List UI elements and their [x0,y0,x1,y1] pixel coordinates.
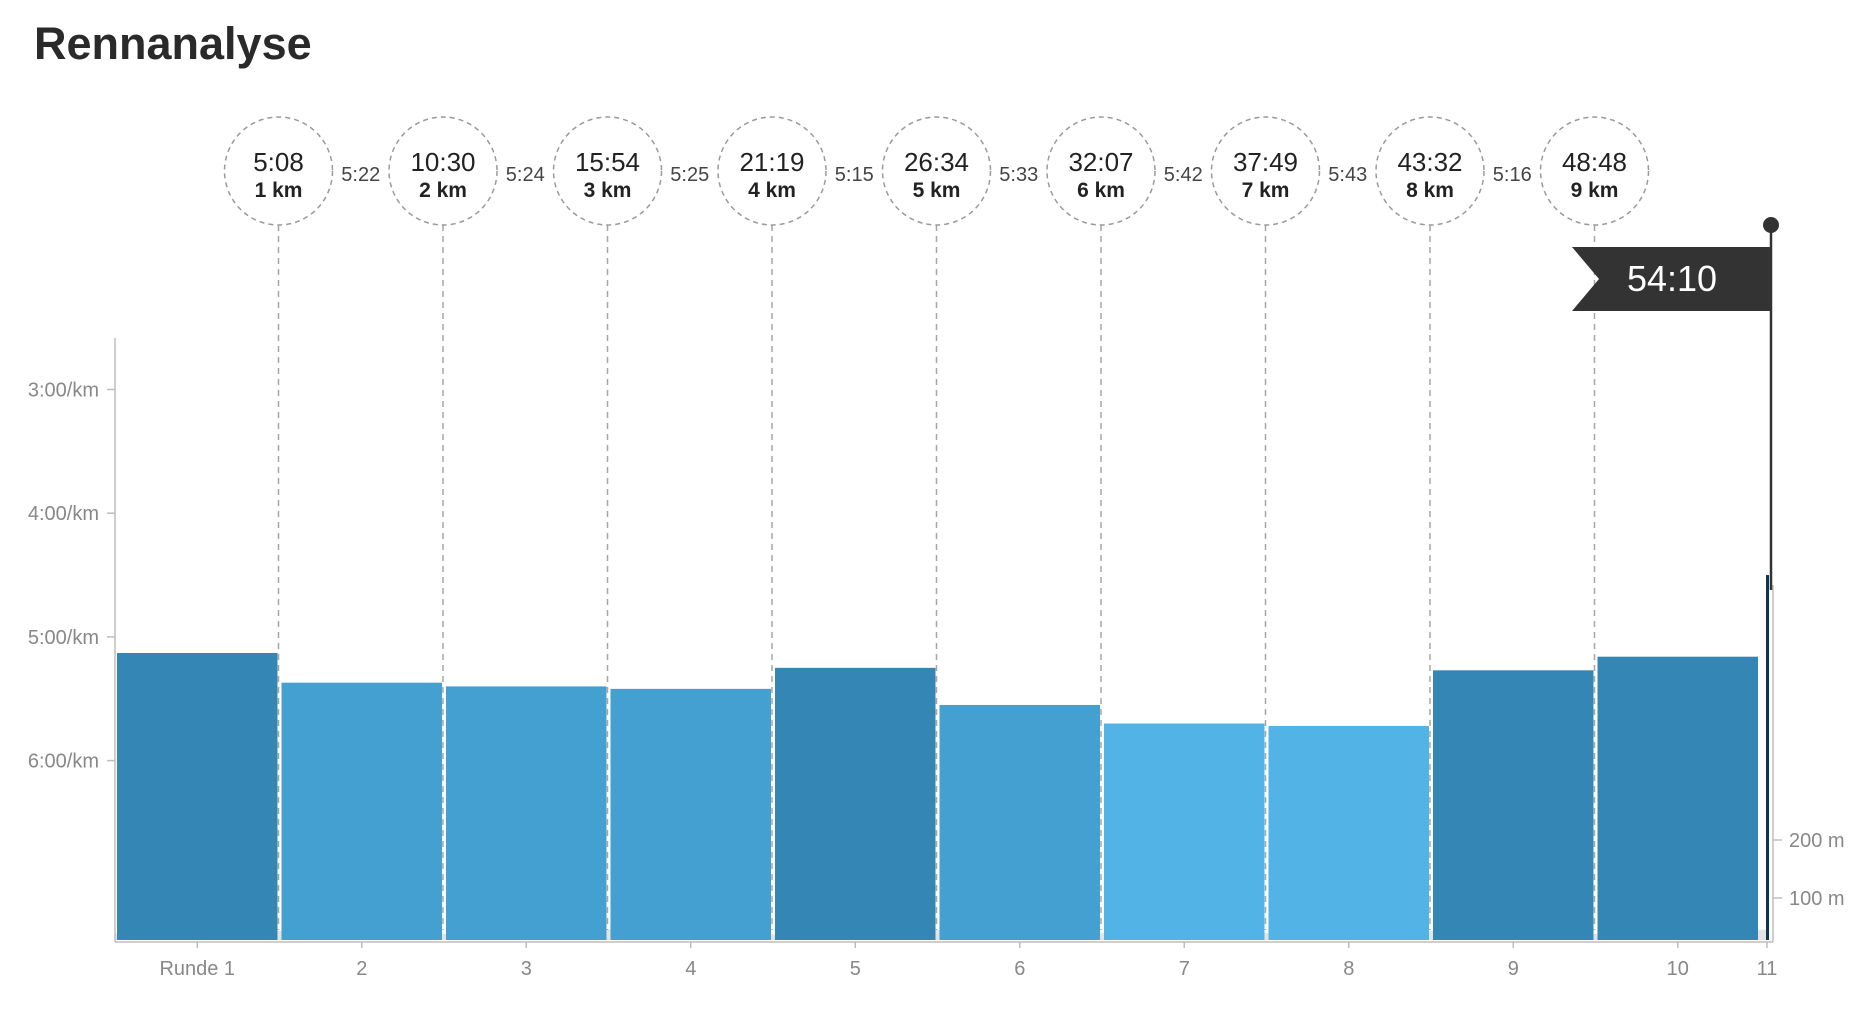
split-circle [1375,116,1485,226]
split-time: 43:32 [1397,147,1462,177]
x-tick-label: 9 [1508,958,1519,980]
y-tick-label: 3:00/km [28,379,99,401]
x-tick-label: 5 [850,958,861,980]
split-distance: 9 km [1571,179,1619,202]
split-circle [552,116,663,226]
split-circle [223,116,334,226]
split-marker-4: 21:194 km [717,116,827,930]
split-time: 48:48 [1562,147,1627,177]
split-marker-9: 48:489 km [1539,116,1650,930]
finish-flag: 54:10 [1572,217,1779,590]
split-markers: 5:081 km 10:302 km 15:543 km 21:194 km 26:34… [223,116,1650,930]
y-tick-label: 6:00/km [28,751,99,773]
split-pace: 5:25 [670,164,709,186]
bar-10 [1597,656,1758,940]
y-tick-label: 4:00/km [28,503,99,525]
split-distance: 8 km [1406,179,1454,202]
split-circle [881,116,992,226]
split-pace: 5:15 [835,164,874,186]
bar-8 [1268,725,1429,940]
bar-3 [446,686,607,940]
split-distance: 6 km [1077,179,1125,202]
split-marker-2: 10:302 km [388,116,498,930]
split-distance: 2 km [419,179,467,202]
split-time: 21:19 [739,147,804,177]
split-pace: 5:16 [1493,164,1532,186]
y-tick-label: 5:00/km [28,627,99,649]
x-tick-label: 6 [1014,958,1025,980]
x-tick-label: 10 [1667,958,1689,980]
x-tick-label: Runde 1 [159,958,235,980]
secondary-tick-label: 100 m [1789,888,1845,910]
bar-6 [939,704,1100,940]
x-tick-label: 3 [521,958,532,980]
split-distance: 7 km [1242,179,1290,202]
split-pace: 5:43 [1328,164,1367,186]
split-distance: 3 km [584,179,632,202]
split-circle [388,116,498,226]
finish-flag-shape [1572,247,1771,311]
split-distance: 5 km [913,179,961,202]
split-marker-5: 26:345 km [881,116,992,930]
bar-11 [1766,575,1769,940]
split-time: 26:34 [904,147,969,177]
split-circle [717,116,827,226]
split-circle [1539,116,1650,226]
split-marker-1: 5:081 km [223,116,334,930]
x-tick-label: 4 [685,958,696,980]
bar-7 [1104,723,1265,940]
split-marker-3: 15:543 km [552,116,663,930]
split-marker-7: 37:497 km [1210,116,1321,930]
split-time: 15:54 [575,147,640,177]
axes: 3:00/km 4:00/km 5:00/km 6:00/km 200 m 100 m Ru… [28,338,1845,980]
split-pace: 5:33 [999,164,1038,186]
split-time: 10:30 [410,147,475,177]
split-pace: 5:42 [1164,164,1203,186]
secondary-tick-label: 200 m [1789,830,1845,852]
split-time: 32:07 [1068,147,1133,177]
finish-pole-cap [1763,217,1779,233]
split-marker-6: 32:076 km [1046,116,1156,930]
split-pace: 5:24 [506,164,545,186]
finish-time: 54:10 [1627,258,1717,299]
x-tick-label: 8 [1343,958,1354,980]
split-marker-8: 43:328 km [1375,116,1485,930]
split-circle [1210,116,1321,226]
split-circle [1046,116,1156,226]
bar-4 [610,688,771,940]
bar-series [117,575,1769,940]
x-tick-label: 11 [1757,958,1778,980]
bar-1 [117,652,278,940]
bar-9 [1433,670,1594,940]
x-tick-label: 7 [1179,958,1190,980]
split-distance: 4 km [748,179,796,202]
split-pace: 5:22 [341,164,380,186]
bar-2 [281,682,442,940]
x-tick-label: 2 [356,958,367,980]
split-time: 5:08 [253,147,304,177]
page-title: Rennanalyse [34,18,312,69]
split-time: 37:49 [1233,147,1298,177]
split-distance: 1 km [255,179,303,202]
bar-5 [775,667,936,940]
